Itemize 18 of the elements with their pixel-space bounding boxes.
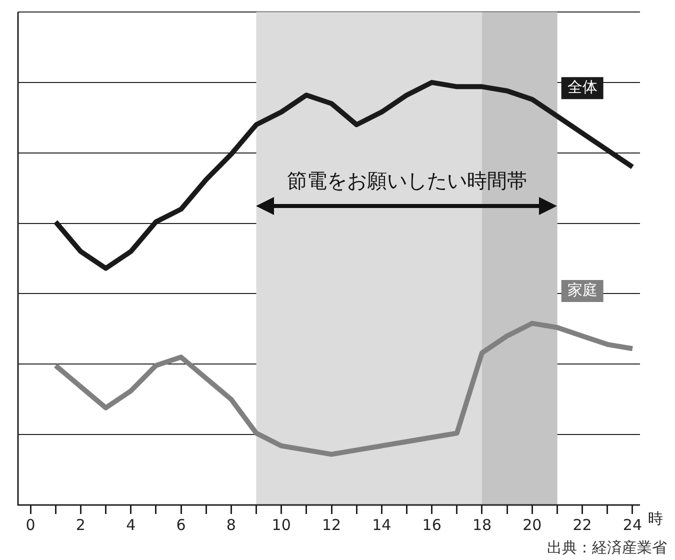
text: 家庭 [567, 280, 598, 299]
x-axis-title: 時 [648, 509, 663, 528]
x-tick-label: 12 [322, 516, 342, 534]
x-tick-label: 0 [26, 516, 36, 534]
x-tick-label: 10 [272, 516, 291, 534]
x-tick-label: 16 [422, 516, 442, 534]
annotation: 節電をお願いしたい時間帯 [286, 168, 527, 192]
source-note: 出典：経済産業省 [547, 538, 667, 556]
x-tick-label: 8 [226, 516, 236, 534]
x-tick-label: 14 [372, 516, 392, 534]
series-label: 全体 [567, 78, 598, 96]
x-tick-label: 24 [622, 516, 642, 534]
x-tick-label: 2 [76, 516, 86, 534]
x-tick-label: 4 [126, 516, 136, 534]
x-tick-label: 6 [176, 516, 186, 534]
x-tick-label: 18 [472, 516, 492, 534]
x-tick-label: 20 [522, 516, 542, 534]
x-tick-label: 22 [572, 516, 592, 534]
